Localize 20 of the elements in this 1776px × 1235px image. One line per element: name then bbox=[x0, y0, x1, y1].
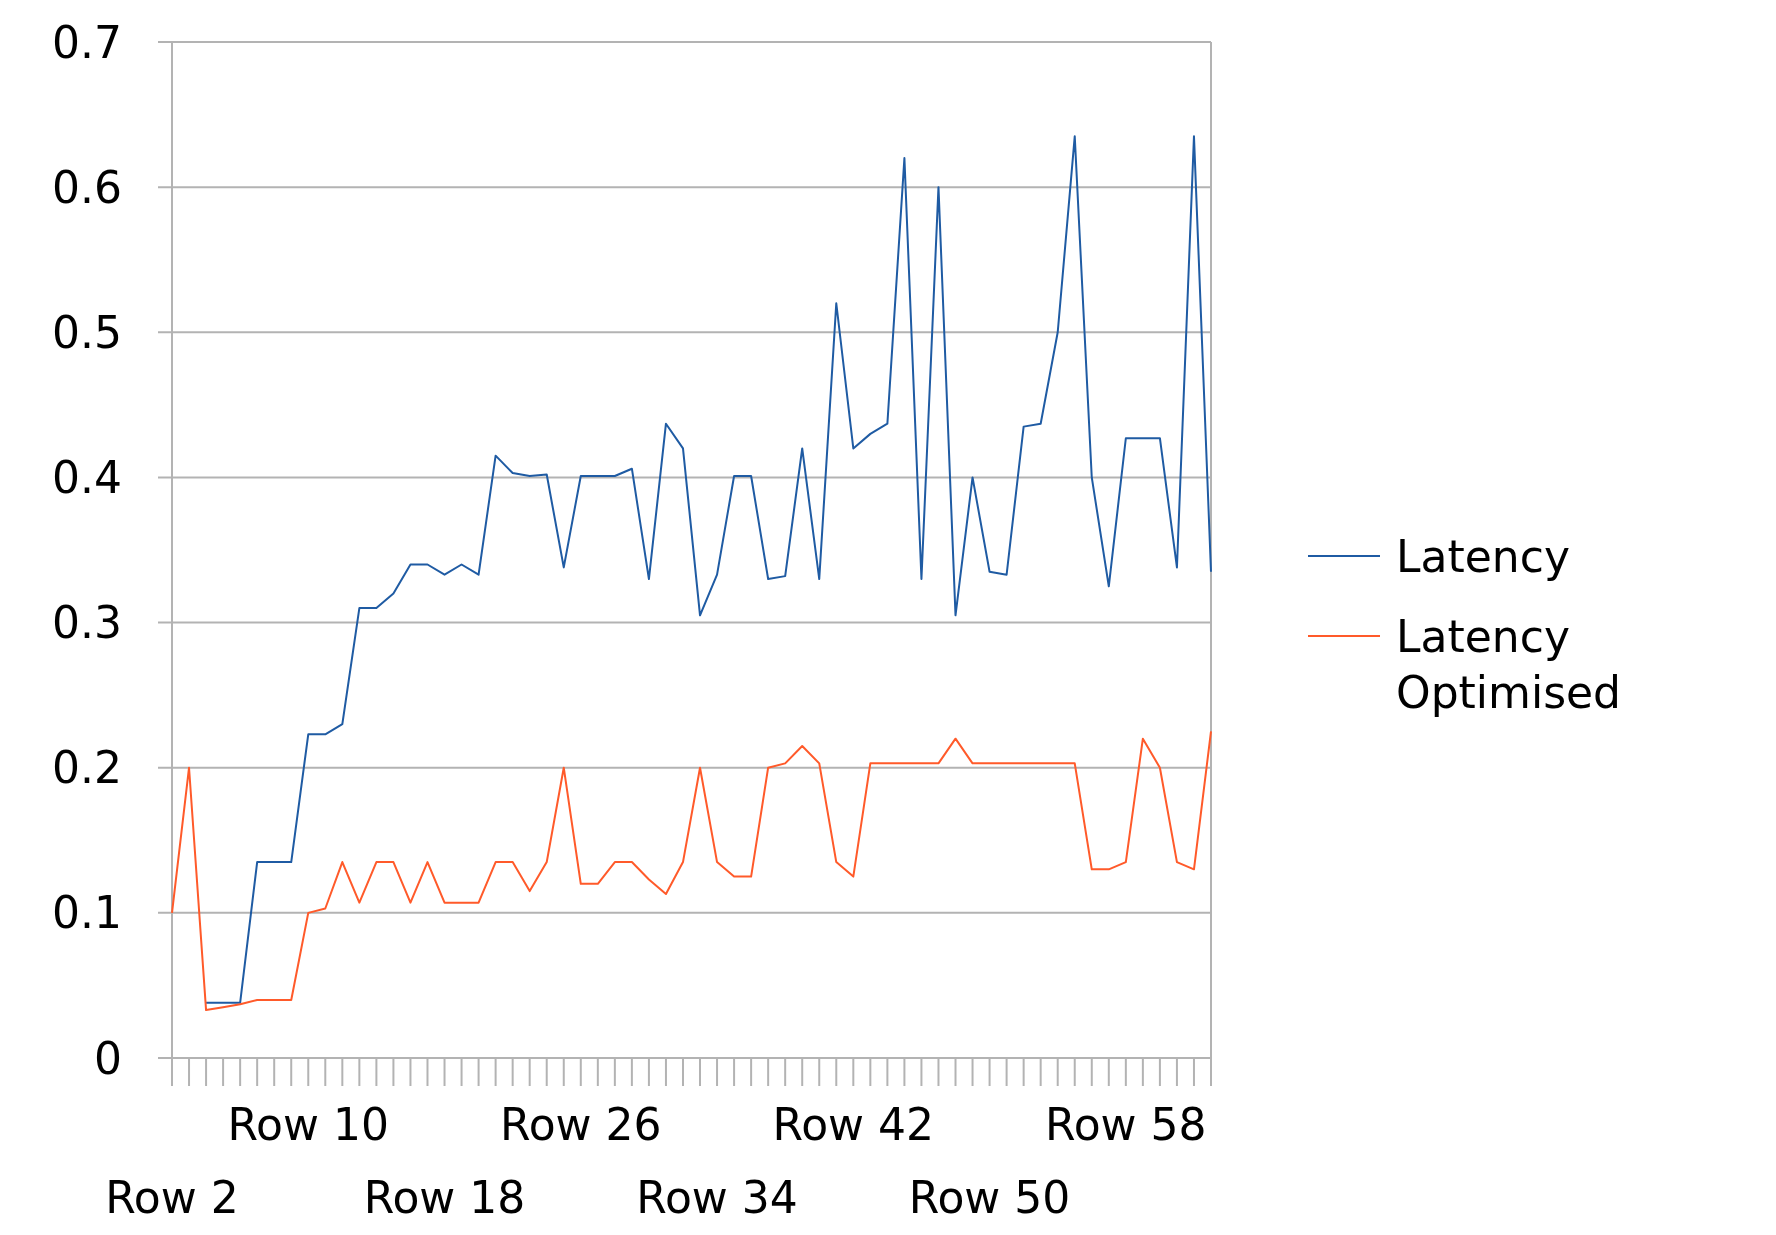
y-tick-label: 0.7 bbox=[52, 16, 122, 68]
x-tick-label: Row 50 bbox=[908, 1172, 1071, 1223]
legend-label: Latency Optimised bbox=[1396, 610, 1622, 718]
x-tick-label: Row 18 bbox=[363, 1172, 526, 1223]
x-tick-label: Row 26 bbox=[500, 1099, 662, 1150]
x-tick-label: Row 10 bbox=[227, 1099, 389, 1150]
line-series bbox=[205, 135, 1212, 1004]
y-tick-label: 0.2 bbox=[52, 742, 122, 794]
y-tick-label: 0.4 bbox=[52, 451, 122, 503]
y-tick-label: 0 bbox=[94, 1032, 122, 1084]
y-tick-label: 0.6 bbox=[52, 161, 122, 213]
legend-label: Latency bbox=[1396, 530, 1570, 582]
x-tick-label: Row 58 bbox=[1045, 1099, 1207, 1150]
y-tick-label: 0.1 bbox=[52, 887, 122, 939]
x-tick-label: Row 42 bbox=[772, 1099, 935, 1150]
y-tick-label: 0.5 bbox=[52, 306, 122, 358]
x-tick-label: Row 2 bbox=[105, 1172, 239, 1223]
x-tick-label: Row 34 bbox=[636, 1172, 798, 1223]
y-tick-label: 0.3 bbox=[52, 597, 122, 649]
line-series bbox=[171, 730, 1212, 1012]
